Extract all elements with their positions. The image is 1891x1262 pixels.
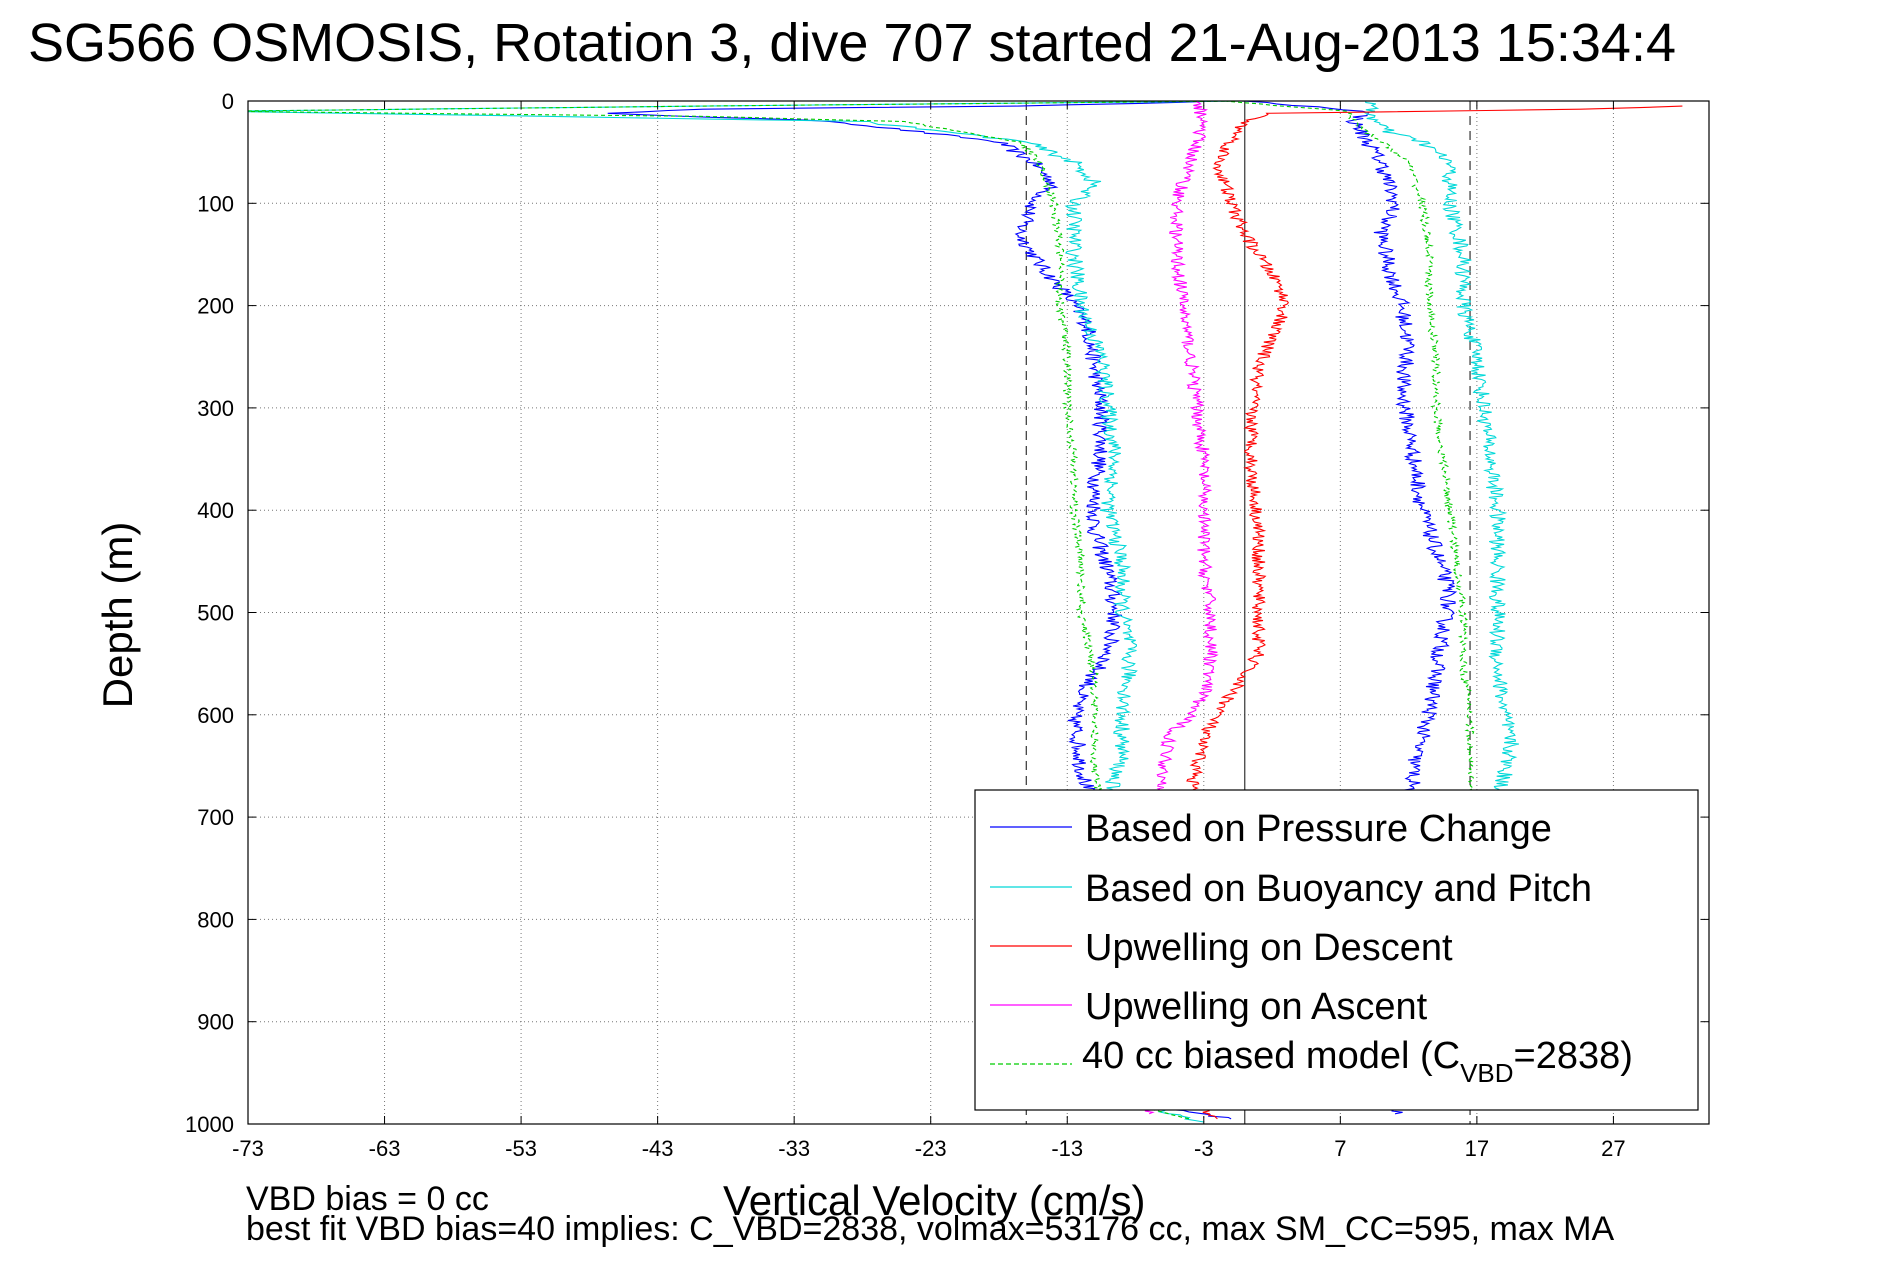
x-tick-label: -23	[915, 1136, 947, 1161]
x-tick-label: 17	[1465, 1136, 1489, 1161]
series-line-6	[248, 101, 1246, 1120]
legend-label-buoyancy: Based on Buoyancy and Pitch	[1085, 868, 1592, 910]
y-tick-label: 200	[197, 294, 234, 319]
footer-vbd-bias: VBD bias = 0 cc	[246, 1180, 489, 1218]
y-tick-label: 900	[197, 1010, 234, 1035]
legend-label-pressure: Based on Pressure Change	[1085, 808, 1552, 850]
legend-label-model: 40 cc biased model (CVBD=2838)	[1082, 1035, 1633, 1088]
x-tick-label: 7	[1334, 1136, 1346, 1161]
legend-label-upwelling-descent: Upwelling on Descent	[1085, 927, 1453, 969]
x-tick-label: 27	[1601, 1136, 1625, 1161]
footer-best-fit: best fit VBD bias=40 implies: C_VBD=2838…	[246, 1210, 1615, 1248]
x-tick-label: -63	[369, 1136, 401, 1161]
x-tick-label: -13	[1051, 1136, 1083, 1161]
y-tick-label: 100	[197, 191, 234, 216]
series-line-3	[1363, 101, 1520, 818]
y-tick-label: 300	[197, 396, 234, 421]
x-tick-label: -43	[642, 1136, 674, 1161]
x-tick-label: -33	[778, 1136, 810, 1161]
chart-title: SG566 OSMOSIS, Rotation 3, dive 707 star…	[28, 13, 1677, 73]
series-line-7	[1224, 101, 1475, 818]
y-tick-label: 500	[197, 601, 234, 626]
x-axis-label: Vertical Velocity (cm/s)	[723, 1177, 1146, 1224]
y-tick-label: 400	[197, 498, 234, 523]
legend: Based on Pressure Change Based on Buoyan…	[974, 789, 1699, 1111]
y-tick-label: 1000	[185, 1112, 234, 1137]
y-tick-label: 600	[197, 703, 234, 728]
x-tick-label: -3	[1194, 1136, 1214, 1161]
legend-label-upwelling-ascent: Upwelling on Ascent	[1085, 986, 1428, 1028]
legend-box	[974, 789, 1699, 1111]
y-tick-label: 800	[197, 907, 234, 932]
y-axis-label: Depth (m)	[94, 521, 141, 709]
y-tick-label: 0	[222, 89, 234, 114]
x-tick-label: -53	[505, 1136, 537, 1161]
axis-ticks: -73 -63 -53 -43 -33 -23 -13 -3 7 17 27 0 100 200 300 40…	[185, 89, 1709, 1161]
y-tick-label: 700	[197, 805, 234, 830]
x-tick-label: -73	[232, 1136, 264, 1161]
